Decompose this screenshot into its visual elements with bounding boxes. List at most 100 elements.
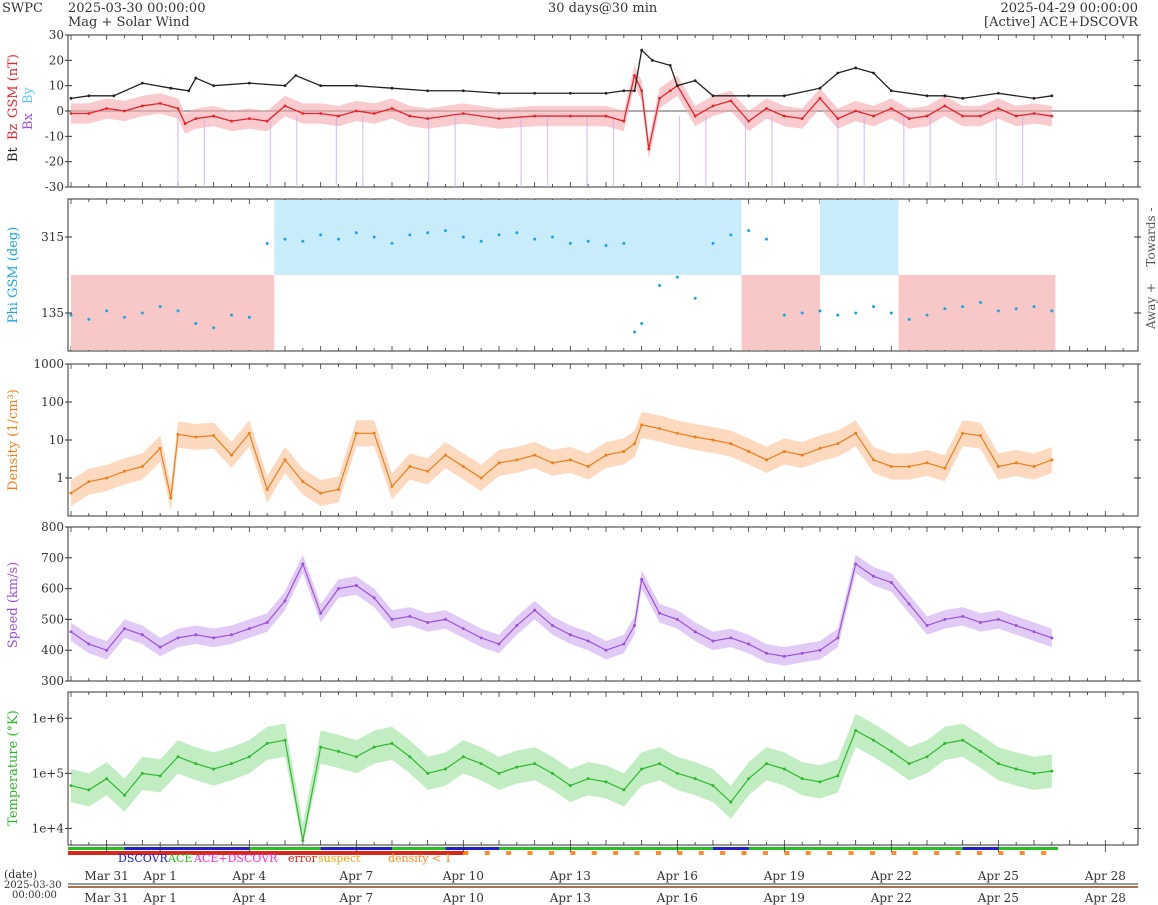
bt-line-point [194, 76, 198, 80]
bt-line-point [187, 89, 191, 93]
phi-away-band [741, 275, 820, 350]
temperature-point [800, 777, 804, 781]
bz-line-point [907, 117, 911, 120]
bz-line-point [212, 114, 216, 118]
temperature-line [70, 729, 1052, 841]
density-point [372, 431, 376, 435]
density-point [889, 465, 893, 469]
speed-y-tick-label: 700 [41, 551, 64, 565]
phi-away-band [898, 275, 1056, 350]
density-point [872, 458, 875, 462]
phi-point [444, 229, 447, 233]
bt-line-point [961, 96, 965, 100]
temperature-point [729, 800, 733, 804]
speed-point [319, 611, 323, 615]
bt-line-point [996, 91, 1000, 95]
density-point [961, 431, 965, 435]
date-tick-label: Apr 28 [1084, 869, 1126, 883]
density-point [123, 469, 126, 473]
bz-line-point [836, 117, 840, 120]
density-point [194, 435, 198, 439]
flag-strip-density [720, 851, 726, 855]
density-point [426, 469, 430, 473]
bz-line-point [943, 104, 947, 108]
speed-point [800, 651, 804, 655]
temperature-point [444, 767, 447, 771]
temperature-point [123, 793, 126, 797]
phi-point [586, 239, 590, 243]
temperature-point [87, 788, 91, 792]
bz-line-point [158, 102, 162, 105]
bt-line-point [925, 94, 929, 98]
bz-line-point [747, 119, 751, 123]
density-point [943, 466, 947, 470]
flag-strip-density [1041, 851, 1047, 855]
density-point [533, 453, 537, 457]
phi-point [800, 311, 804, 315]
mag-y-tick-label: -30 [45, 180, 64, 194]
bt-line-point [1050, 94, 1054, 98]
bt-line-point [668, 64, 672, 67]
mag-y-tick-label: -10 [45, 129, 64, 143]
phi-point [390, 241, 394, 245]
bt-line-point [568, 91, 572, 95]
flag-strip-density [827, 851, 833, 855]
temperature-point [301, 839, 305, 843]
phi-point [461, 235, 465, 239]
flag-strip-density [891, 851, 897, 855]
date-tick-label-bottom: Apr 7 [339, 891, 374, 905]
phi-toward-band [820, 200, 899, 275]
temperature-point [604, 780, 608, 784]
phi-point [247, 315, 251, 319]
density-point [176, 432, 180, 436]
bz-line-point [729, 99, 733, 103]
source-strip-dscovr [713, 847, 749, 850]
phi-point [729, 233, 733, 237]
bz-line-point [925, 114, 929, 118]
density-y-tick-label: 1 [56, 471, 64, 485]
date-axis-label: (date) [4, 868, 37, 881]
bz-line-point [140, 104, 144, 108]
bz-line-point [647, 147, 651, 151]
density-point [354, 431, 358, 435]
phi-point [319, 233, 323, 237]
phi-point [604, 243, 608, 247]
temperature-point [658, 762, 661, 766]
legend-ace-dscovr: ACE+DSCOVR [193, 852, 278, 865]
flag-strip-density [677, 851, 683, 855]
bt-line-point [283, 84, 287, 88]
speed-point [1014, 624, 1018, 628]
density-point [301, 480, 305, 484]
speed-point [943, 617, 947, 621]
bz-line-point [105, 107, 109, 110]
temperature-point [818, 780, 822, 784]
date-tick-label: Apr 4 [232, 869, 267, 883]
bz-line-point [461, 112, 465, 115]
speed-range-band [71, 554, 1052, 666]
phi-ylabel: Phi GSM (deg) [6, 227, 21, 324]
temperature-point [925, 755, 929, 759]
density-point [747, 449, 751, 453]
bt-line-point [461, 89, 465, 93]
speed-point [533, 608, 537, 612]
bt-line-point [1032, 96, 1036, 100]
bz-line-point [301, 112, 305, 115]
speed-point [622, 642, 626, 646]
speed-point [140, 633, 144, 637]
legend-error: error [288, 852, 318, 865]
density-point [444, 453, 447, 457]
speed-point [604, 648, 608, 652]
speed-ylabel: Speed (km/s) [6, 562, 21, 648]
bt-line-point [390, 86, 394, 90]
phi-away-label: Away + [1144, 283, 1158, 330]
temperature-y-tick-label: 1e+6 [32, 711, 64, 725]
speed-point [301, 562, 305, 566]
phi-point [140, 311, 144, 315]
date-tick-label-bottom: Mar 31 [85, 891, 129, 905]
bt-line-point [294, 74, 298, 77]
speed-point [961, 614, 965, 618]
density-point [622, 449, 626, 453]
phi-point [996, 309, 1000, 313]
bt-line [70, 48, 1052, 99]
data-source-status: [Active] ACE+DSCOVR [984, 15, 1138, 30]
